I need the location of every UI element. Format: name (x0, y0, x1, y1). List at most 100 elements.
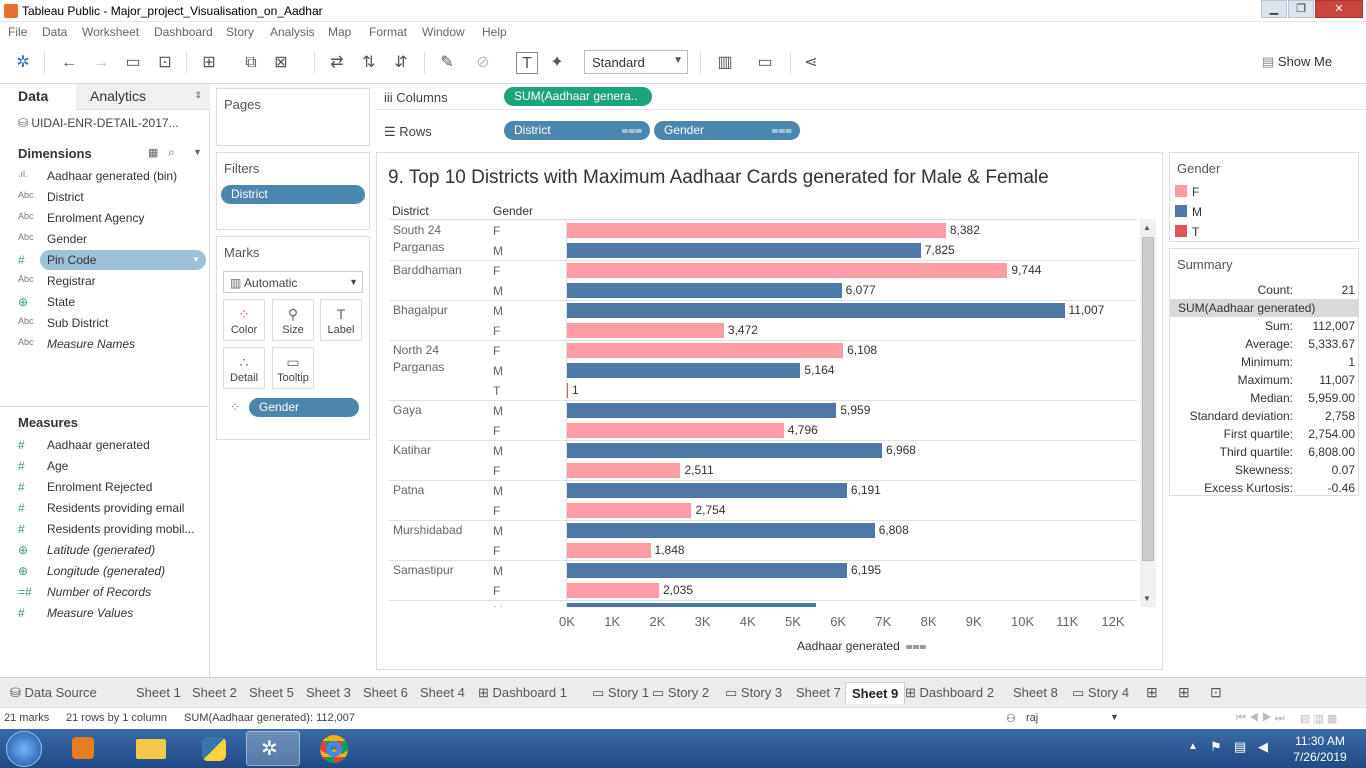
bar-barddhaman-f[interactable] (567, 263, 1008, 278)
bar-north-24-parganas-m[interactable] (567, 363, 801, 378)
redo-icon[interactable]: → (93, 54, 109, 71)
menu-analysis[interactable]: Analysis (270, 25, 315, 39)
gender-label[interactable]: F (493, 324, 501, 338)
sort-ascending-icon[interactable]: ⇅ (362, 54, 376, 71)
dimension-registrar[interactable]: Abc Registrar (18, 271, 206, 291)
duplicate-sheet-icon[interactable]: ⧉ (245, 54, 257, 71)
dimensions-menu-icon[interactable]: ▼ (193, 147, 202, 157)
bar-murshidabad-m[interactable] (567, 523, 875, 538)
bar-patna-f[interactable] (567, 503, 692, 518)
media-player-icon[interactable] (56, 731, 110, 766)
tab-story-2[interactable]: ▭ Story 2 (646, 682, 715, 704)
rows-shelf[interactable]: ☰ Rows District ⩶ Gender ⩶ (376, 118, 1366, 144)
tab-sheet-7[interactable]: Sheet 7 (790, 682, 847, 704)
gender-label[interactable]: F (493, 504, 501, 518)
tableau-taskbar-icon[interactable]: ✲ (246, 731, 300, 766)
gender-label[interactable]: F (493, 224, 501, 238)
gender-label[interactable]: F (493, 544, 501, 558)
fit-select[interactable]: Standard ▼ (584, 50, 688, 74)
share-icon[interactable]: ⋖ (804, 54, 818, 71)
district-label[interactable]: South 24 (393, 223, 442, 237)
filter-pill-district[interactable]: District (221, 185, 365, 204)
marks-size-button[interactable]: ⚲ Size (272, 299, 314, 341)
legend-swatch-m[interactable] (1175, 205, 1187, 217)
tab-sheet-4[interactable]: Sheet 4 (414, 682, 471, 704)
tab-story-1[interactable]: ▭ Story 1 (586, 682, 655, 704)
dimension-enrolment-agency[interactable]: Abc Enrolment Agency (18, 208, 206, 228)
marks-label-button[interactable]: T Label (320, 299, 362, 341)
columns-shelf[interactable]: iii Columns SUM(Aadhaar genera.. (376, 84, 1366, 110)
bar-katihar-f[interactable] (567, 463, 681, 478)
gender-label[interactable]: F (493, 464, 501, 478)
bar-north-24-parganas-f[interactable] (567, 343, 844, 358)
gender-label[interactable]: M (493, 284, 503, 298)
district-label[interactable]: Samastipur (393, 563, 454, 577)
status-user[interactable]: raj (1026, 712, 1039, 724)
dimension-measure-names[interactable]: Abc Measure Names (18, 334, 206, 354)
show-cards-icon[interactable]: ▥ (717, 54, 733, 71)
row-header-gender[interactable]: Gender (493, 204, 534, 218)
scroll-up-icon[interactable]: ▲ (1143, 223, 1151, 232)
measure-residents-providing-mobil[interactable]: # Residents providing mobil... (18, 519, 206, 539)
chevron-down-icon[interactable]: ▼ (192, 255, 200, 264)
measure-number-of-records[interactable]: =# Number of Records (18, 582, 206, 602)
bar-samastipur-m[interactable] (567, 563, 847, 578)
gender-label[interactable]: M (493, 244, 503, 258)
show-mark-labels-icon[interactable]: T (516, 52, 538, 74)
network-icon[interactable]: ▤ (1234, 739, 1247, 754)
new-worksheet-icon[interactable]: ⊞ (202, 54, 216, 71)
menu-map[interactable]: Map (328, 25, 352, 39)
tab-sheet-1[interactable]: Sheet 1 (130, 682, 187, 704)
bar-bhagalpur-m[interactable] (567, 303, 1065, 318)
tab-story-4[interactable]: ▭ Story 4 (1066, 682, 1135, 704)
menu-worksheet[interactable]: Worksheet (82, 25, 140, 39)
measure-enrolment-rejected[interactable]: # Enrolment Rejected (18, 477, 206, 497)
sort-descending-icon[interactable]: ⇵ (394, 54, 408, 71)
legend-label-m[interactable]: M (1192, 205, 1202, 219)
dimension-district[interactable]: Abc District (18, 187, 206, 207)
filters-shelf[interactable]: Filters District (216, 152, 370, 230)
new-datasource-icon[interactable]: ⊡ (158, 54, 172, 71)
close-icon[interactable]: ✕ (1315, 0, 1363, 18)
clear-sheet-icon[interactable]: ⊠ (274, 54, 288, 71)
measure-latitude-generated[interactable]: ⊕ Latitude (generated) (18, 540, 206, 560)
measure-longitude-generated[interactable]: ⊕ Longitude (generated) (18, 561, 206, 581)
legend-label-t[interactable]: T (1192, 225, 1200, 239)
bar-south-24-parganas-m[interactable] (567, 243, 921, 258)
action-center-icon[interactable]: ⚑ (1210, 739, 1222, 754)
tab-sheet-9[interactable]: Sheet 9 (845, 682, 906, 704)
tab-dashboard-2[interactable]: ⊞ Dashboard 2 (899, 682, 1000, 704)
sheet-view-icons[interactable]: ▤ ▥ ▦ (1300, 713, 1338, 725)
rows-pill-gender[interactable]: Gender ⩶ (654, 121, 800, 140)
dimension-state[interactable]: ⊕ State (18, 292, 206, 312)
district-label[interactable]: North 24 (393, 343, 440, 357)
measure-measure-values[interactable]: # Measure Values (18, 603, 206, 623)
scroll-down-icon[interactable]: ▼ (1143, 594, 1151, 603)
gender-label[interactable]: F (493, 424, 501, 438)
bar-murshidabad-f[interactable] (567, 543, 651, 558)
gender-label[interactable]: M (493, 564, 503, 578)
tab-data-source[interactable]: ⛁ Data Source (4, 682, 103, 704)
measure-residents-providing-email[interactable]: # Residents providing email (18, 498, 206, 518)
menu-dashboard[interactable]: Dashboard (154, 25, 213, 39)
highlight-icon[interactable]: ✎ (440, 54, 454, 71)
gender-label[interactable]: M (493, 484, 503, 498)
minimize-icon[interactable]: ▁ (1261, 0, 1287, 18)
legend-swatch-t[interactable] (1175, 225, 1187, 237)
district-label[interactable]: Barddhaman (393, 263, 462, 277)
district-label[interactable]: Gaya (393, 403, 422, 417)
file-explorer-icon[interactable] (124, 731, 178, 766)
show-me-button[interactable]: ▤ Show Me (1262, 54, 1332, 70)
sheet-nav-icons[interactable]: ⏮ ◀ ▶ ⏭ (1236, 712, 1285, 724)
bar-samastipur-f[interactable] (567, 583, 659, 598)
dimension-gender[interactable]: Abc Gender (18, 229, 206, 249)
tab-dashboard-1[interactable]: ⊞ Dashboard 1 (472, 682, 573, 704)
chevron-down-icon[interactable]: ▼ (1110, 712, 1119, 722)
gender-label[interactable]: M (493, 304, 503, 318)
mark-type-select[interactable]: ▥ Automatic ▼ (223, 271, 363, 293)
presentation-mode-icon[interactable]: ▭ (757, 54, 773, 71)
undo-icon[interactable]: ← (61, 54, 77, 71)
gender-label[interactable]: M (493, 404, 503, 418)
district-label[interactable]: Parganas (393, 360, 445, 374)
gender-label[interactable]: M (493, 364, 503, 378)
